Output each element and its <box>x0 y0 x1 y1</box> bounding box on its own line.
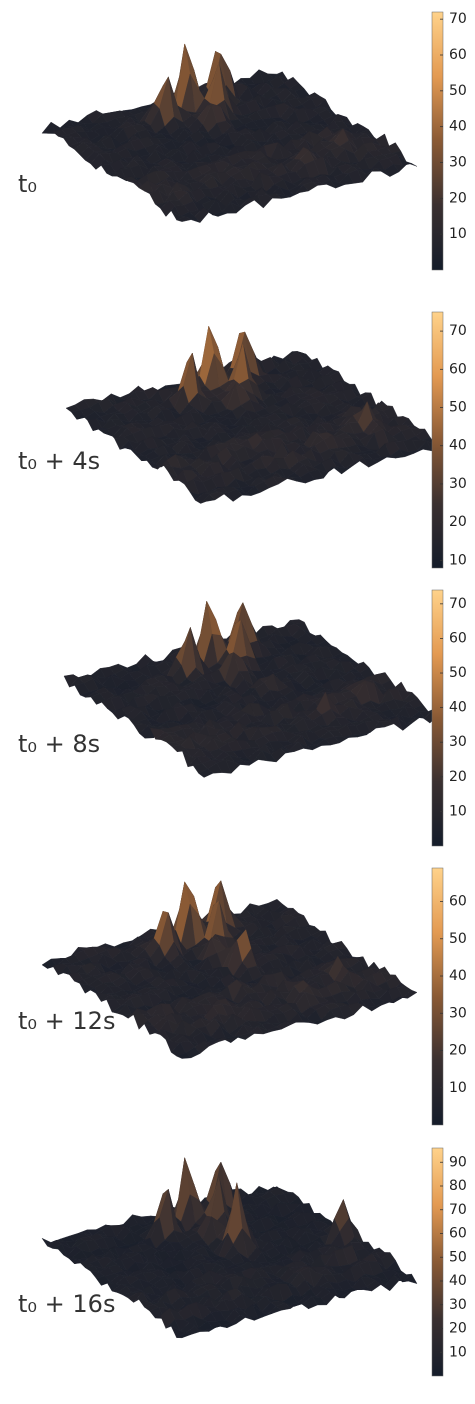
surface-plot: t₀ 10 20 30 40 50 60 70 <box>18 11 467 270</box>
colorbar-tick-label: 30 <box>449 734 467 750</box>
colorbar-tick-label: 20 <box>449 1321 467 1337</box>
surface-plot: t₀ + 4s 10 20 30 40 50 60 70 <box>18 312 467 568</box>
colorbar-tick-label: 50 <box>449 83 467 99</box>
surface <box>42 44 417 223</box>
colorbar <box>432 868 443 1125</box>
colorbar-tick-label: 50 <box>449 931 467 947</box>
colorbar-tick-label: 10 <box>449 552 467 568</box>
surface-plot: t₀ + 12s 10 20 30 40 50 60 <box>18 868 467 1125</box>
time-label: t₀ + 8s <box>18 730 100 758</box>
colorbar-tick-label: 40 <box>449 700 467 716</box>
time-label: t₀ <box>18 170 37 198</box>
colorbar-tick-label: 20 <box>449 1043 467 1059</box>
colorbar-tick-label: 40 <box>449 968 467 984</box>
colorbar-tick-label: 10 <box>449 1344 467 1360</box>
colorbar-tick-label: 20 <box>449 514 467 530</box>
colorbar-tick-label: 30 <box>449 1297 467 1313</box>
colorbar-tick-label: 60 <box>449 630 467 646</box>
colorbar-tick-label: 30 <box>449 476 467 492</box>
colorbar <box>432 12 443 270</box>
colorbar-tick-label: 40 <box>449 1273 467 1289</box>
colorbar-tick-label: 50 <box>449 400 467 416</box>
colorbar-tick-label: 50 <box>449 665 467 681</box>
colorbar-tick-label: 20 <box>449 190 467 206</box>
colorbar <box>432 1148 443 1376</box>
surface-plot: t₀ + 16s 10 20 30 40 50 60 70 80 90 <box>18 1148 467 1376</box>
colorbar-tick-label: 70 <box>449 11 467 27</box>
colorbar-tick-label: 30 <box>449 155 467 171</box>
time-label: t₀ + 12s <box>18 1007 115 1035</box>
time-label: t₀ + 16s <box>18 1290 115 1318</box>
colorbar-tick-label: 40 <box>449 119 467 135</box>
colorbar-tick-label: 30 <box>449 1005 467 1021</box>
colorbar-tick-label: 70 <box>449 323 467 339</box>
colorbar-tick-label: 60 <box>449 894 467 910</box>
colorbar <box>432 312 443 568</box>
colorbar-tick-label: 60 <box>449 1226 467 1242</box>
colorbar-tick-label: 10 <box>449 226 467 242</box>
colorbar-tick-label: 10 <box>449 1080 467 1096</box>
colorbar-tick-label: 90 <box>449 1154 467 1170</box>
colorbar-tick-label: 50 <box>449 1249 467 1265</box>
colorbar-tick-label: 60 <box>449 361 467 377</box>
surface <box>64 601 439 777</box>
colorbar-tick-label: 10 <box>449 803 467 819</box>
colorbar-tick-label: 40 <box>449 438 467 454</box>
surface-plot: t₀ + 8s 10 20 30 40 50 60 70 <box>18 590 467 846</box>
surface <box>66 326 441 503</box>
colorbar-tick-label: 70 <box>449 596 467 612</box>
colorbar-tick-label: 70 <box>449 1202 467 1218</box>
colorbar-tick-label: 20 <box>449 769 467 785</box>
figure: t₀10203040506070t₀ + 4s10203040506070t₀ … <box>0 0 475 1404</box>
colorbar-tick-label: 80 <box>449 1178 467 1194</box>
colorbar <box>432 590 443 846</box>
time-label: t₀ + 4s <box>18 447 100 475</box>
colorbar-tick-label: 60 <box>449 47 467 63</box>
